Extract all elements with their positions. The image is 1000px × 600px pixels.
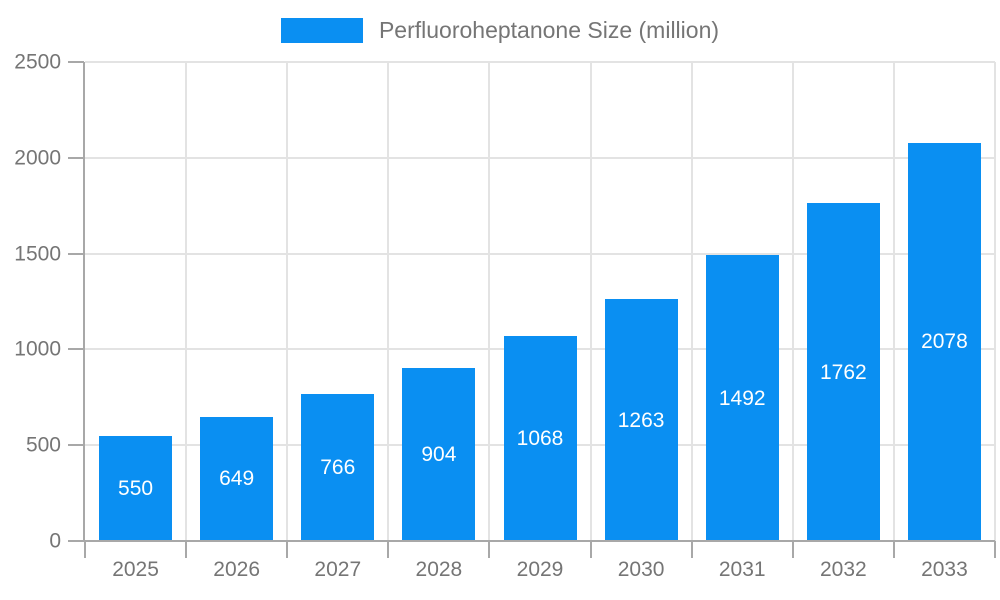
bar-value-label: 1762 [819,360,867,384]
y-tick-label: 1500 [14,242,61,266]
bar-2028[interactable]: 904 [402,367,476,541]
x-tick-label: 2025 [112,558,159,581]
x-tick-label: 2032 [819,558,867,581]
bar-2025[interactable]: 550 [99,435,173,541]
x-gridline [589,62,592,541]
legend-label: Perfluoroheptanone Size (million) [378,17,720,43]
x-tick-label: 2030 [617,558,665,581]
legend-swatch [280,18,363,43]
bar-2030[interactable]: 1263 [604,299,678,541]
x-axis-tick [488,541,491,558]
y-tick-label: 2500 [14,50,61,74]
x-gridline [892,62,895,541]
bar-2031[interactable]: 1492 [705,255,779,541]
y-gridline [85,156,995,159]
bar-2029[interactable]: 1068 [503,336,577,541]
x-axis-tick [84,541,86,558]
y-axis-tick [68,61,84,63]
y-tick-label: 0 [49,529,61,553]
x-tick-label: 2029 [516,558,564,581]
bar-value-label: 1068 [516,427,564,451]
x-axis-tick [994,541,996,558]
y-axis-tick [68,540,84,542]
y-gridline [85,61,995,63]
x-axis-tick [791,541,794,558]
x-tick-label: 2031 [718,558,766,581]
bar-value-label: 1492 [718,386,766,410]
x-tick-label: 2027 [314,558,362,581]
y-axis-tick [68,444,84,447]
bar-2032[interactable]: 1762 [806,203,880,541]
x-axis-tick [185,541,188,558]
y-axis-tick [68,252,84,255]
x-gridline [185,62,188,541]
bar-value-label: 550 [118,476,154,500]
bar-value-label: 904 [421,442,457,466]
x-gridline [387,62,390,541]
x-gridline [690,62,693,541]
x-tick-label: 2033 [921,558,968,581]
y-axis-line [83,62,85,541]
y-tick-label: 2000 [14,146,61,170]
x-tick-label: 2026 [213,558,261,581]
x-tick-label: 2028 [415,558,463,581]
x-gridline [286,62,289,541]
y-gridline [85,252,995,255]
y-axis-tick [68,348,84,351]
bar-2033[interactable]: 2078 [907,142,981,541]
plot-area: 0 500 1000 1500 2000 2500 550 2025 649 2026 766 202… [14,52,996,580]
x-gridline [994,62,996,541]
x-axis-tick [892,541,895,558]
bar-value-label: 1263 [617,408,665,432]
y-tick-label: 1000 [14,337,61,361]
x-axis-line [83,540,995,542]
x-gridline [488,62,491,541]
bar-2026[interactable]: 649 [200,416,274,541]
bar-value-label: 649 [219,467,255,491]
x-gridline [791,62,794,541]
bar-value-label: 766 [320,456,356,480]
x-axis-tick [387,541,390,558]
y-tick-label: 500 [25,433,61,457]
legend[interactable]: Perfluoroheptanone Size (million) [0,18,1000,43]
bar-2027[interactable]: 766 [301,394,375,541]
x-axis-tick [286,541,289,558]
x-axis-tick [690,541,693,558]
x-axis-tick [589,541,592,558]
bar-value-label: 2078 [921,330,968,354]
y-axis-tick [68,156,84,159]
